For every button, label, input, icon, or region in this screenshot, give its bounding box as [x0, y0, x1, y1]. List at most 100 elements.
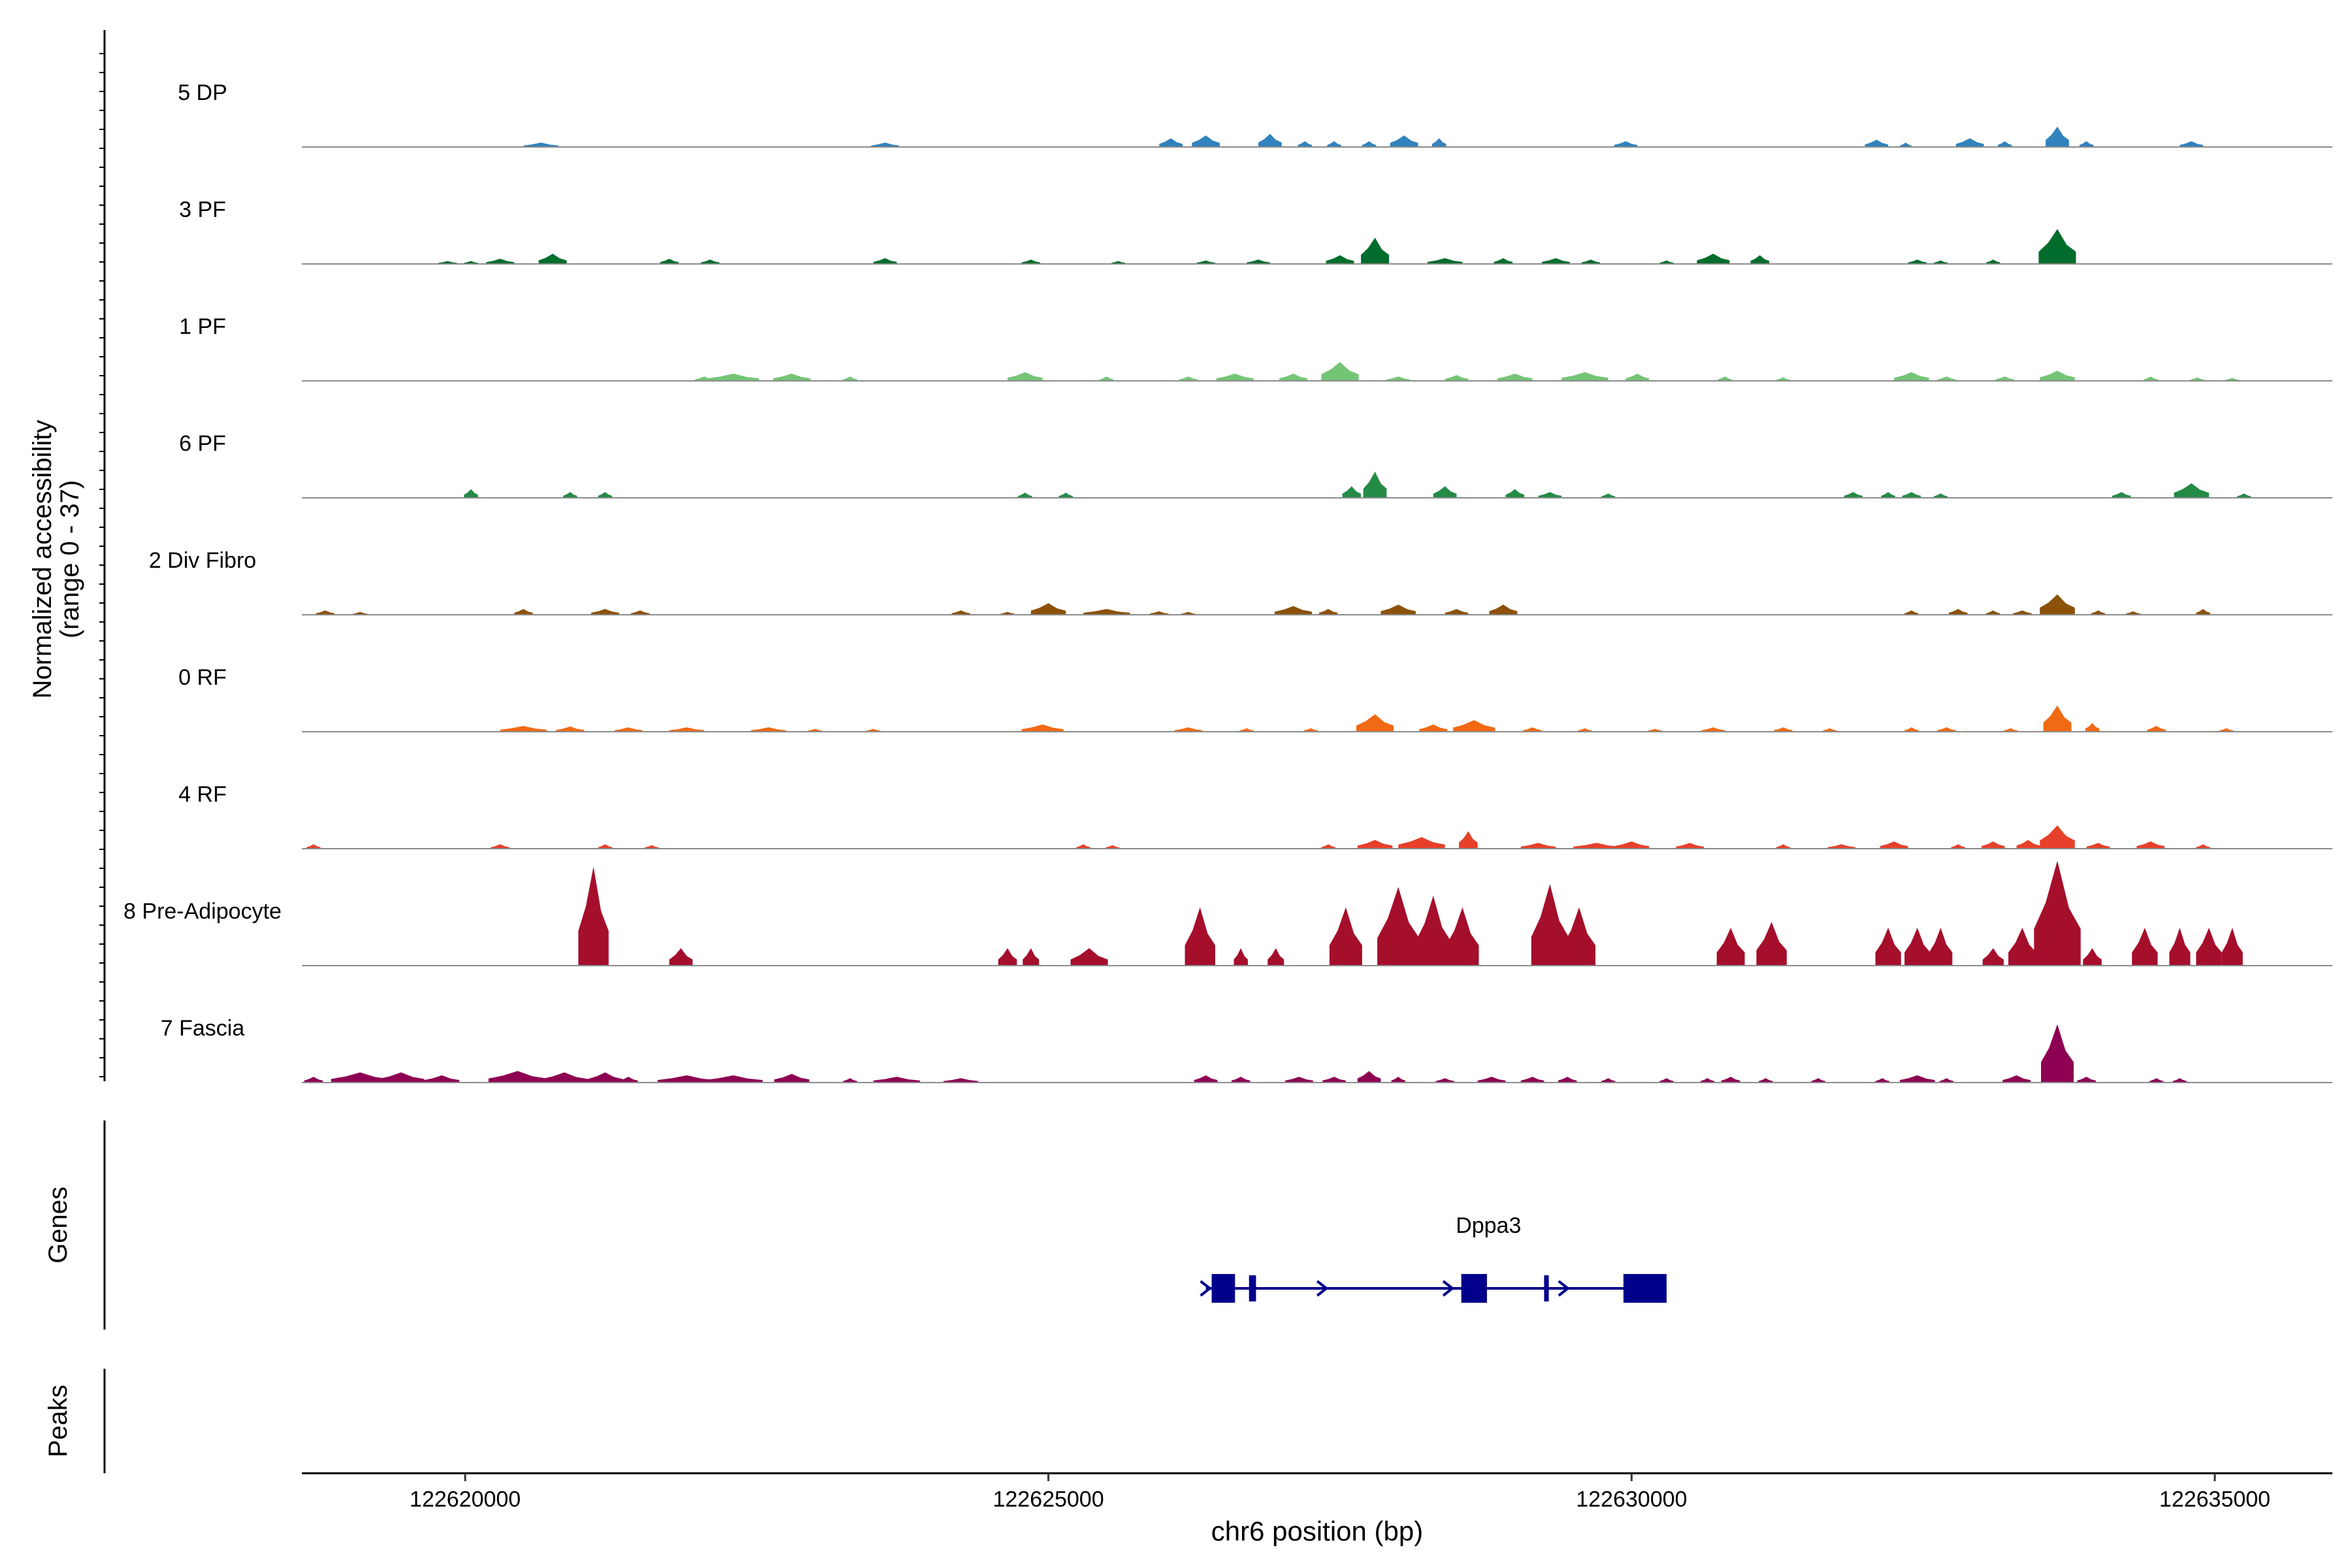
- coverage-peak: [1433, 486, 1457, 498]
- coverage-peak: [1233, 948, 1248, 966]
- coverage-peak: [1363, 471, 1387, 498]
- coverage-peak: [1174, 727, 1203, 732]
- track-label: 5 DP: [178, 80, 227, 105]
- coverage-peak: [2196, 609, 2210, 615]
- coverage-peak: [1239, 728, 1254, 732]
- track-7: 8 Pre-Adipocyte: [123, 860, 2332, 966]
- coverage-peak: [2083, 948, 2102, 966]
- coverage-peak: [2126, 611, 2140, 615]
- coverage-peak: [1377, 887, 1420, 966]
- coverage-peak: [1750, 255, 1769, 264]
- coverage-peak: [1030, 603, 1066, 615]
- coverage-peak: [1881, 492, 1895, 498]
- coverage-peak: [1058, 493, 1073, 498]
- coverage-peak: [700, 259, 720, 264]
- coverage-tracks: 5 DP 3 PF 1 PF 6 PF 2 Div Fibro 0 RF 4 RF 8 Pre…: [123, 80, 2332, 1083]
- coverage-peak: [591, 609, 619, 615]
- coverage-peak: [1007, 372, 1043, 381]
- coverage-peak: [556, 727, 585, 732]
- coverage-peak: [2043, 705, 2072, 732]
- coverage-peak: [1986, 610, 2001, 615]
- coverage-peak: [1756, 922, 1787, 966]
- coverage-peak: [1900, 1075, 1935, 1083]
- coverage-peak: [1327, 141, 1341, 147]
- coverage-peak: [2040, 370, 2075, 381]
- coverage-peak: [2046, 126, 2069, 147]
- coverage-peak: [2147, 726, 2166, 732]
- gene-track: Dppa3: [1200, 1213, 1667, 1303]
- coverage-peak: [2038, 229, 2076, 264]
- coverage-peak: [1194, 1075, 1218, 1083]
- coverage-peak: [1997, 141, 2012, 147]
- coverage-peak: [1676, 843, 1704, 849]
- coverage-peak: [1538, 492, 1562, 498]
- coverage-peak: [1445, 375, 1469, 381]
- coverage-peak: [1904, 928, 1931, 966]
- coverage-peak: [1303, 728, 1318, 732]
- coverage-peak: [306, 844, 321, 849]
- x-tick-label: 122625000: [993, 1487, 1104, 1512]
- coverage-peak: [598, 844, 612, 849]
- coverage-peak: [1531, 884, 1569, 966]
- coverage-peak: [1776, 377, 1791, 381]
- coverage-peak: [1541, 258, 1570, 264]
- coverage-peak: [619, 1077, 638, 1083]
- coverage-peak: [1159, 138, 1183, 147]
- coverage-peak: [1275, 606, 1313, 615]
- y-axis-range-label: (range 0 - 37): [56, 480, 84, 638]
- coverage-peak: [1937, 727, 1956, 732]
- coverage-peak: [843, 376, 857, 381]
- coverage-peak: [1505, 489, 1525, 498]
- coverage-peak: [1614, 841, 1650, 849]
- coverage-peak: [1361, 237, 1389, 264]
- coverage-peak: [2221, 928, 2243, 966]
- coverage-peak: [998, 948, 1017, 966]
- coverage-y-ticks: [99, 53, 105, 1077]
- coverage-peak: [871, 142, 900, 147]
- coverage-peak: [1716, 928, 1745, 966]
- coverage-peak: [1427, 258, 1463, 264]
- coverage-peak: [1721, 1077, 1740, 1083]
- coverage-peak: [773, 373, 811, 381]
- coverage-peak: [1326, 255, 1354, 264]
- coverage-peak: [1432, 138, 1446, 147]
- coverage-peak: [378, 1072, 425, 1083]
- coverage-peak: [808, 728, 823, 732]
- coverage-peak: [2085, 723, 2100, 732]
- coverage-peak: [1083, 609, 1130, 615]
- coverage-peak: [2132, 928, 2158, 966]
- coverage-peak: [2190, 377, 2204, 381]
- track-label: 7 Fascia: [161, 1016, 245, 1041]
- coverage-peak: [1659, 1078, 1674, 1083]
- coverage-peak: [438, 261, 457, 264]
- coverage-peak: [1880, 841, 1908, 849]
- coverage-peak: [1933, 260, 1948, 264]
- coverage-peak: [486, 259, 514, 264]
- coverage-peak: [424, 1075, 460, 1083]
- coverage-peak: [1445, 609, 1469, 615]
- gene-exon: [1544, 1275, 1549, 1301]
- coverage-peak: [1070, 948, 1108, 966]
- coverage-peak: [1625, 373, 1650, 381]
- gene-name: Dppa3: [1456, 1213, 1521, 1238]
- coverage-peak: [1446, 907, 1479, 966]
- coverage-peak: [704, 1075, 763, 1083]
- coverage-peak: [488, 1071, 547, 1083]
- gene-exon: [1461, 1274, 1487, 1303]
- coverage-peak: [1701, 727, 1725, 732]
- coverage-peak: [1523, 727, 1542, 732]
- coverage-peak: [353, 612, 367, 615]
- coverage-peak: [843, 1078, 857, 1083]
- coverage-peak: [1902, 492, 1921, 498]
- coverage-peak: [1700, 1078, 1715, 1083]
- coverage-peak: [2196, 844, 2210, 849]
- coverage-peak: [1000, 612, 1015, 615]
- coverage-peak: [1192, 135, 1220, 147]
- coverage-peak: [538, 253, 567, 264]
- coverage-peak: [2002, 1075, 2031, 1083]
- coverage-peak: [873, 258, 897, 264]
- coverage-peak: [464, 489, 478, 498]
- coverage-peak: [1357, 1071, 1381, 1083]
- coverage-peak: [2041, 1024, 2074, 1083]
